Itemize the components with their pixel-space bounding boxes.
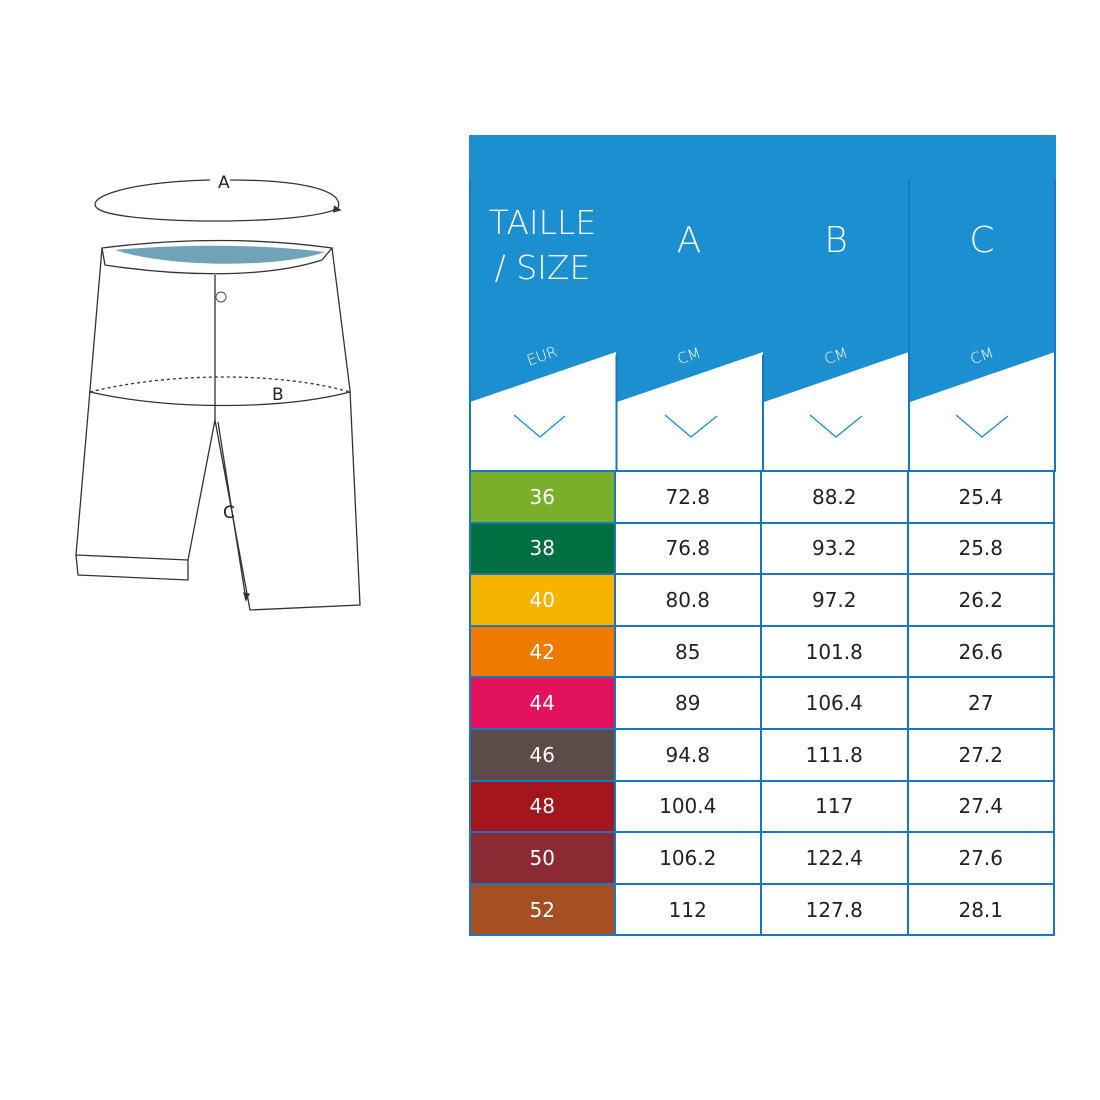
measure-a-cell: 76.8 <box>615 523 762 576</box>
measure-c-cell: 26.2 <box>908 575 1055 627</box>
chevron-down-icon <box>664 414 718 438</box>
chevron-down-icon <box>513 414 566 438</box>
label-c: C <box>223 503 235 523</box>
measure-c-cell: 27.6 <box>908 833 1055 885</box>
table-row: 46 94.8 111.8 27.2 <box>469 729 1056 782</box>
measure-c-cell: 25.8 <box>908 523 1055 576</box>
column-c-header: C <box>969 220 995 261</box>
shorts-illustration: A B C <box>75 173 361 611</box>
measure-a-cell: 94.8 <box>615 729 762 782</box>
size-cell: 36 <box>469 472 616 524</box>
measure-b-cell: 97.2 <box>762 575 909 627</box>
table-row: 50 106.2 122.4 27.6 <box>469 833 1056 885</box>
measure-a-cell: 85 <box>615 626 762 679</box>
measure-c-cell: 27 <box>908 678 1055 730</box>
measure-a-cell: 80.8 <box>615 575 762 627</box>
column-b-header: B <box>824 220 848 261</box>
label-a: A <box>218 173 230 193</box>
size-cell: 48 <box>469 781 616 834</box>
table-row: 48 100.4 117 27.4 <box>469 781 1056 834</box>
size-cell: 44 <box>469 678 616 730</box>
table-row: 40 80.8 97.2 26.2 <box>469 575 1056 627</box>
table-row: 44 89 106.4 27 <box>469 678 1056 730</box>
table-header-background <box>469 135 1056 471</box>
table-row: 38 76.8 93.2 25.8 <box>469 523 1056 576</box>
measure-a-cell: 100.4 <box>615 781 762 834</box>
table-row: 36 72.8 88.2 25.4 <box>469 470 1056 524</box>
measure-c-cell: 26.6 <box>908 626 1055 679</box>
measure-b-cell: 117 <box>762 781 909 834</box>
measure-a-cell: 106.2 <box>615 833 762 885</box>
measure-b-cell: 122.4 <box>762 833 909 885</box>
size-table-body: 36 72.8 88.2 25.4 38 76.8 93.2 25.8 40 80.8 97.2 26… <box>469 470 1056 937</box>
size-cell: 46 <box>469 729 616 782</box>
measure-b-cell: 111.8 <box>762 729 909 782</box>
measure-c-cell: 27.2 <box>908 729 1055 782</box>
chevron-down-icon <box>955 414 1009 438</box>
size-cell: 42 <box>469 626 616 679</box>
size-cell: 40 <box>469 575 616 627</box>
size-column-title: TAILLE / SIZE <box>488 203 597 287</box>
table-row: 42 85 101.8 26.6 <box>469 626 1056 679</box>
measure-b-cell: 93.2 <box>762 523 909 576</box>
measure-c-cell: 27.4 <box>908 781 1055 834</box>
measure-a-cell: 72.8 <box>615 472 762 524</box>
measure-b-cell: 127.8 <box>762 884 909 937</box>
size-cell: 50 <box>469 833 616 885</box>
measure-b-cell: 88.2 <box>762 472 909 524</box>
measure-a-cell: 112 <box>615 884 762 937</box>
measure-c-cell: 25.4 <box>908 472 1055 524</box>
label-b: B <box>272 385 284 405</box>
size-cell: 52 <box>469 884 616 937</box>
measure-a-cell: 89 <box>615 678 762 730</box>
column-a-header: A <box>676 220 702 261</box>
measure-b-cell: 106.4 <box>762 678 909 730</box>
size-cell: 38 <box>469 523 616 576</box>
measure-b-cell: 101.8 <box>762 626 909 679</box>
table-row: 52 112 127.8 28.1 <box>469 884 1056 937</box>
measure-c-cell: 28.1 <box>908 884 1055 937</box>
chevron-down-icon <box>809 414 863 438</box>
